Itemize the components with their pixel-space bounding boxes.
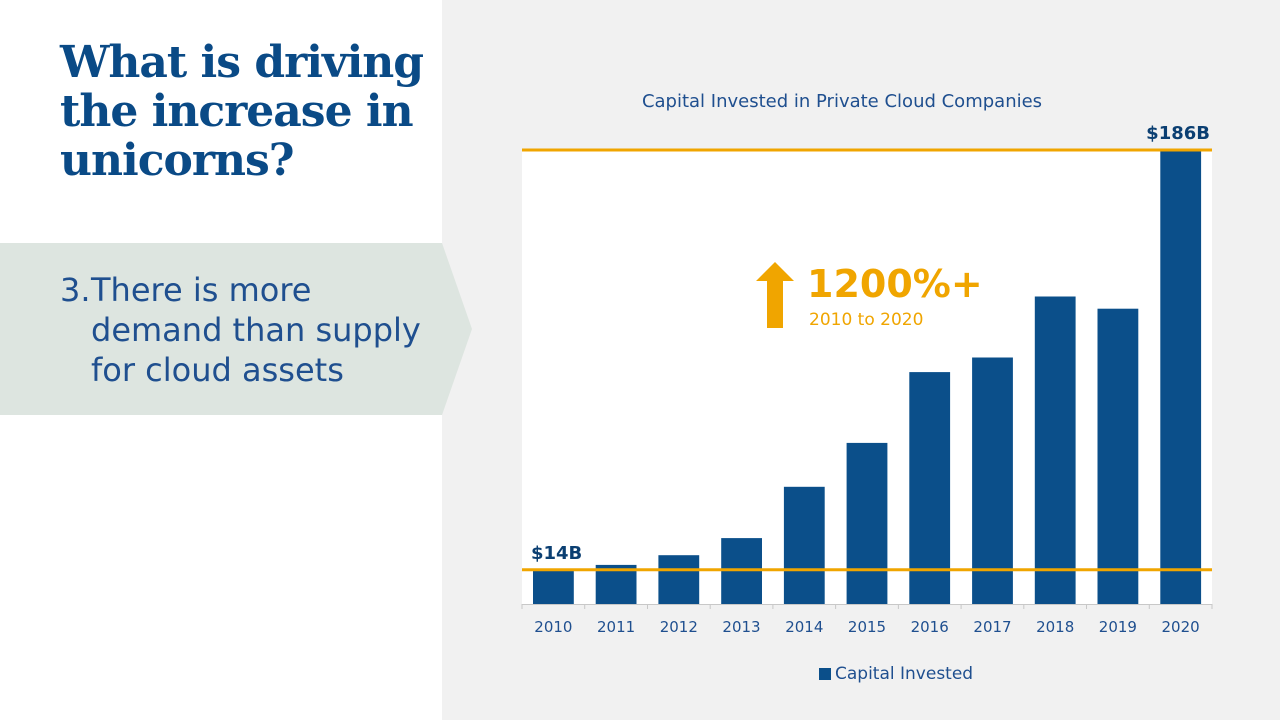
annotation-subtext: 2010 to 2020 xyxy=(809,310,923,330)
bar-2011 xyxy=(595,564,637,604)
reference-line-label: $14B xyxy=(531,543,582,564)
callout-number: 3. xyxy=(60,271,91,309)
callout-text: 3.There is more demand than supply for c… xyxy=(60,270,421,390)
reference-lines: $14B $186B xyxy=(522,123,1212,572)
page-title-line: the increase in xyxy=(60,86,414,137)
page-title-line: unicorns? xyxy=(60,135,295,186)
x-tick-label: 2019 xyxy=(1099,618,1137,636)
callout-line: 3.There is more xyxy=(60,270,421,310)
bar-2015 xyxy=(846,442,888,604)
x-tick-label: 2016 xyxy=(911,618,949,636)
bar-2014 xyxy=(783,486,825,604)
callout-line-text: There is more xyxy=(91,271,312,309)
bar-2016 xyxy=(909,372,951,604)
up-arrow-icon xyxy=(756,262,794,328)
legend: Capital Invested xyxy=(819,664,973,684)
x-tick-label: 2015 xyxy=(848,618,886,636)
bar-2012 xyxy=(658,555,700,604)
annotation-headline: 1200%+ xyxy=(807,262,983,306)
bar-2010 xyxy=(533,569,574,604)
x-tick-label: 2014 xyxy=(785,618,823,636)
page-title: What is driving the increase in unicorns… xyxy=(60,38,440,185)
bar-2018 xyxy=(1034,296,1076,604)
callout-background xyxy=(0,243,472,415)
reference-line-label: $186B xyxy=(1146,123,1210,144)
bar-2020 xyxy=(1160,150,1202,604)
callout-banner xyxy=(0,243,472,415)
bars-group xyxy=(533,150,1202,604)
bar-2019 xyxy=(1097,308,1139,604)
legend-label: Capital Invested xyxy=(835,664,973,684)
x-tick-label: 2017 xyxy=(973,618,1011,636)
chart-title: Capital Invested in Private Cloud Compan… xyxy=(642,91,1042,112)
callout-line: demand than supply xyxy=(91,311,421,349)
x-tick-label: 2013 xyxy=(722,618,760,636)
legend-swatch xyxy=(819,668,831,680)
growth-annotation: 1200%+ 2010 to 2020 xyxy=(756,262,983,330)
x-tick-label: 2011 xyxy=(597,618,635,636)
bar-chart: Capital Invested in Private Cloud Compan… xyxy=(521,91,1213,684)
x-tick-label: 2010 xyxy=(534,618,572,636)
x-tick-label: 2012 xyxy=(660,618,698,636)
bar-2017 xyxy=(972,357,1013,604)
x-tick-label: 2018 xyxy=(1036,618,1074,636)
x-axis: 2010 2011 2012 2013 2014 2015 2016 2017 2018 2019… xyxy=(521,604,1213,636)
callout-line: for cloud assets xyxy=(91,351,344,389)
page-title-line: What is driving xyxy=(60,37,424,88)
x-tick-label: 2020 xyxy=(1162,618,1200,636)
